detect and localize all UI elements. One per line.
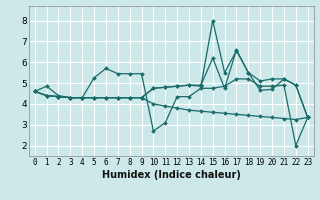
X-axis label: Humidex (Indice chaleur): Humidex (Indice chaleur) [102,170,241,180]
